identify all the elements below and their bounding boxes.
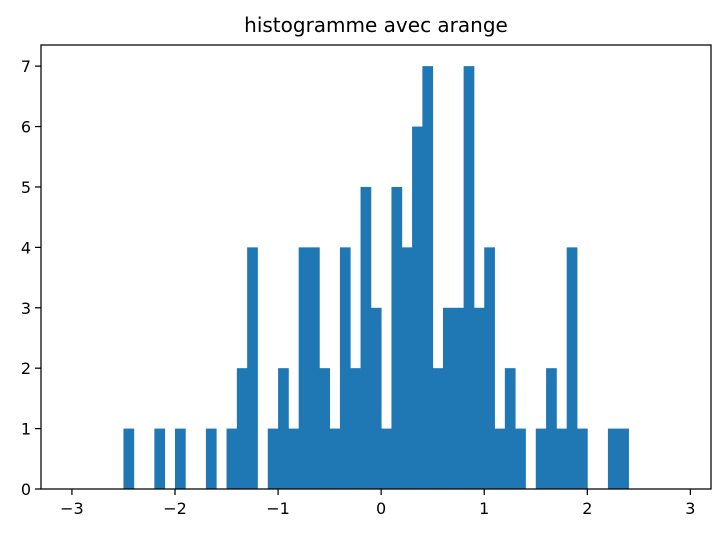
y-tick-label: 3 [21,299,31,318]
histogram-bar [329,428,341,489]
y-tick-label: 6 [21,118,31,137]
histogram-bar [236,368,248,489]
x-tick-label: 1 [479,499,489,518]
x-tick-label: 2 [582,499,592,518]
histogram-bar [432,368,444,489]
histogram-bar [205,428,217,489]
y-tick-label: 1 [21,420,31,439]
x-tick-label: −3 [60,499,84,518]
histogram-bar [298,247,310,489]
histogram-bar [515,428,526,489]
histogram-bar [278,368,289,489]
histogram-bar [391,186,403,489]
histogram-bar [556,428,568,489]
histogram-bar [443,307,454,489]
histogram-bar [360,186,372,489]
histogram-bar [546,368,557,489]
histogram-bar [422,66,434,489]
histogram-bar [175,428,186,489]
y-tick-label: 5 [21,178,31,197]
histogram-bar [473,307,485,489]
histogram-bar [494,428,506,489]
histogram-bar [412,126,423,490]
x-tick-label: −1 [266,499,290,518]
histogram-bar [319,368,331,489]
histogram-bar [339,247,351,489]
x-tick-label: 0 [376,499,386,518]
y-tick-label: 7 [21,57,31,76]
histogram-bar [267,428,279,489]
y-tick-label: 0 [21,480,31,499]
plot-frame [40,44,712,490]
histogram-bar [247,247,258,489]
y-axis-ticks: 0 1 2 3 4 5 6 7 [21,57,41,499]
histogram-bar [484,247,495,489]
histogram-bar [577,428,588,489]
histogram-bar [226,428,238,489]
histogram-bar [370,307,382,489]
histogram-bar [401,247,413,489]
histogram-bar [453,307,465,489]
histogram-bar [463,66,475,489]
x-tick-label: 3 [685,499,695,518]
histogram-bar [288,428,300,489]
x-tick-label: −2 [163,499,187,518]
histogram-bar [154,428,166,489]
y-tick-label: 2 [21,359,31,378]
histogram-bar [123,428,135,489]
x-axis-ticks: −3 −2 −1 0 1 2 3 [60,489,695,518]
histogram-bar [504,368,516,489]
histogram-bar [618,428,629,489]
chart-title: histogramme avec arange [244,13,508,37]
histogram-bar [381,428,392,489]
histogram-bars [123,66,629,490]
histogram-bar [566,247,578,489]
histogram-bar [350,368,361,489]
histogram-bar [607,428,619,489]
histogram-bar [535,428,547,489]
histogram-bar [309,247,320,489]
y-tick-label: 4 [21,238,31,257]
